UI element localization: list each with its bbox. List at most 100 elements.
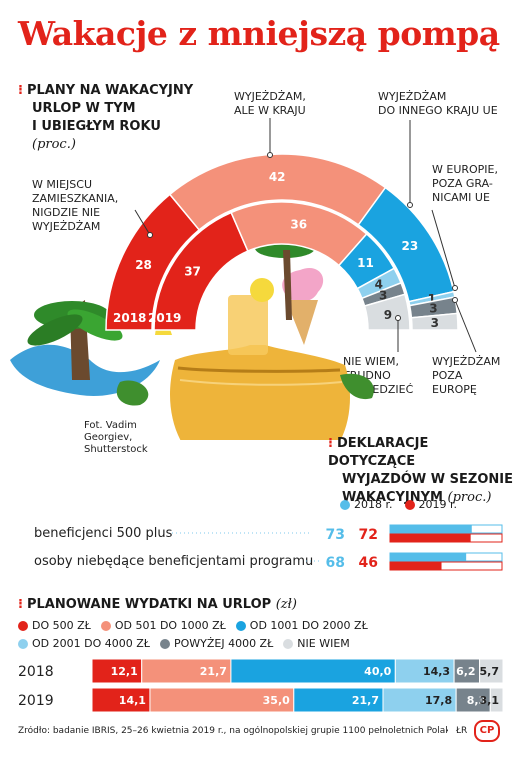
cat-label-eu: WYJEŻDŻAM DO INNEGO KRAJU UE (378, 90, 498, 117)
illustration (10, 238, 374, 440)
legend-dot-icon (340, 499, 350, 510)
stack-value-label: 14,1 (119, 694, 146, 707)
arc-value-label: 3 (431, 316, 439, 330)
bullet-icon: ⁝ (328, 436, 333, 451)
page-title: Wakacje z mniejszą pompą (18, 14, 500, 53)
stack-segment (293, 687, 384, 713)
arc-value-label: 11 (357, 256, 374, 270)
value-2019: 72 (359, 527, 378, 543)
section1-heading-line: i ubiegłym roku (32, 119, 161, 134)
row-label-500plus: beneficjenci 500 plus (34, 526, 173, 541)
stack-value-label: 5,7 (480, 665, 500, 678)
leader-line (454, 299, 477, 353)
bar-2018 (390, 525, 472, 533)
arc-segment-2019-5 (363, 293, 411, 331)
arc-value-label: 23 (402, 239, 419, 253)
stack-segment (455, 687, 491, 713)
stack-value-label: 21,7 (200, 665, 227, 678)
leader-dot (452, 285, 458, 291)
bullet-icon: ⁝ (18, 597, 23, 612)
stack-segment (394, 658, 455, 684)
section3-legend-row1: DO 500 ZŁ OD 501 DO 1000 ZŁ OD 1001 DO 2… (18, 619, 368, 632)
row-label-non-beneficiaries: osoby niebędące beneficjentami programu (34, 554, 314, 569)
legend-item: NIE WIEM (283, 637, 350, 650)
leader-line (134, 209, 151, 236)
year-2018-label: 2018 (113, 311, 147, 325)
stack-value-label: 14,3 (423, 665, 450, 678)
section1-heading-line: Plany na wakacyjny (26, 83, 194, 98)
stack-segment (382, 687, 457, 713)
legend-dot-icon (404, 499, 415, 510)
section3-heading: ⁝ Planowane wydatki na urlop (zł) (18, 597, 297, 612)
legend-dot-icon (159, 638, 170, 649)
stack-segment (91, 658, 143, 684)
stack-value-label: 8,3 (467, 694, 487, 707)
author-initials: ŁR (456, 726, 468, 736)
cp-logo: CP (474, 720, 500, 742)
source-note: Źródło: badanie IBRIS, 25–26 kwietnia 20… (18, 726, 448, 736)
section2-bars: 73 72 68 46 (172, 524, 503, 571)
arc-value-label: 3 (429, 301, 437, 315)
stack-row-label: 2019 (18, 693, 54, 709)
section2-heading: ⁝ Deklaracje dotyczące wyjazdów w sezonie… (328, 436, 513, 505)
stack-value-label: 12,1 (111, 665, 138, 678)
cat-label-home: W MIEJSCU ZAMIESZKANIA, NIGDZIE NIE WYJE… (32, 178, 119, 233)
section1-heading: ⁝ Plany na wakacyjny urlop w tym i ubiegł… (18, 82, 193, 154)
legend-item: DO 500 ZŁ (18, 619, 91, 632)
year-2019-label: 2019 (148, 311, 182, 325)
legend-item: POWYŻEJ 4000 ZŁ (159, 637, 273, 650)
stack-segment (453, 658, 481, 684)
stack-segment (479, 658, 504, 684)
photo-credit: Fot. Vadim Georgiev, Shutterstock (84, 420, 148, 455)
section3-legend-row2: OD 2001 DO 4000 ZŁ POWYŻEJ 4000 ZŁ NIE W… (18, 637, 350, 650)
value-2018: 73 (326, 527, 345, 543)
leader-dot (267, 152, 273, 158)
stack-value-label: 17,8 (425, 694, 452, 707)
stack-segment (230, 658, 396, 684)
cat-label-domestic: WYJEŻDŻAM, ALE W KRAJU (234, 90, 306, 117)
stack-value-label: 3,1 (480, 694, 500, 707)
legend-dot-icon (235, 620, 246, 631)
stack-segment (141, 658, 232, 684)
legend-dot-icon (18, 620, 28, 631)
arc-value-label: 28 (135, 258, 152, 272)
legend-item: OD 2001 DO 4000 ZŁ (18, 637, 150, 650)
legend-dot-icon (18, 638, 28, 649)
bullet-icon: ⁝ (18, 83, 23, 98)
stack-segment (489, 687, 504, 713)
leader-dot (452, 297, 458, 303)
section1-unit: (proc.) (32, 137, 76, 152)
leader-dot (147, 232, 153, 238)
cat-label-outside-europe: WYJEŻDŻAM POZA EUROPĘ (432, 355, 501, 396)
value-2019: 46 (359, 555, 378, 571)
legend-item: OD 1001 DO 2000 ZŁ (235, 619, 368, 632)
leader-dot (407, 202, 413, 208)
leader-line (431, 209, 456, 289)
stack-row-label: 2018 (18, 664, 54, 680)
bar-2018 (390, 553, 467, 561)
leader-dot (395, 315, 401, 321)
legend-item-2019: 2019 r. (404, 498, 457, 511)
legend-item-2018: 2018 r. (340, 498, 393, 511)
arc-value-label: 9 (384, 308, 392, 322)
stack-segment (149, 687, 295, 713)
bar-2019 (390, 562, 442, 570)
arc-value-label: 42 (269, 170, 286, 184)
legend-dot-icon (100, 620, 111, 631)
arc-value-label: 3 (379, 288, 387, 302)
stack-value-label: 6,2 (456, 665, 476, 678)
legend-item: OD 501 DO 1000 ZŁ (100, 619, 226, 632)
stack-value-label: 40,0 (364, 665, 391, 678)
legend-dot-icon (283, 638, 294, 649)
arc-value-label: 36 (290, 217, 307, 231)
section1-heading-line: urlop w tym (32, 101, 136, 116)
arc-value-label: 4 (375, 277, 383, 291)
arc-value-label: 1 (428, 292, 436, 306)
value-2018: 68 (326, 555, 345, 571)
cat-label-europe-non-eu: W EUROPIE, POZA GRA- NICAMI UE (432, 163, 498, 204)
section2-legend: 2018 r. 2019 r. (340, 498, 457, 511)
section3-stacked-bars: 2018 12,1 21,7 40,0 14,3 6,2 5,7 2019 14,1 35,0 21… (18, 658, 504, 713)
stack-value-label: 21,7 (352, 694, 379, 707)
arc-value-label: 37 (184, 264, 201, 278)
